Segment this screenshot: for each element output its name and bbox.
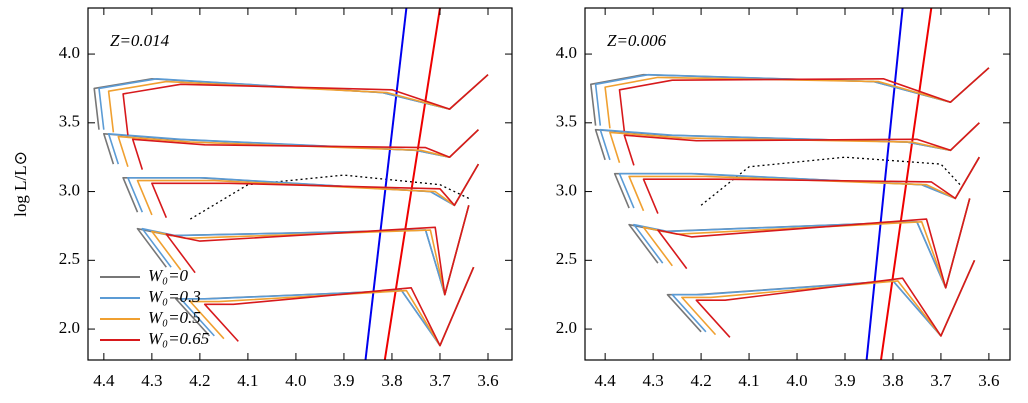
- track-line: [604, 67, 990, 337]
- x-tick-label: 3.9: [834, 371, 855, 390]
- plot-area: [590, 8, 990, 360]
- x-tick-label: 3.7: [429, 371, 451, 390]
- y-tick-label: 3.5: [556, 112, 577, 131]
- x-tick-label: 4.3: [642, 371, 663, 390]
- annotation: Z=0.006: [607, 31, 667, 50]
- x-tick-label: 3.6: [978, 371, 999, 390]
- track-line: [594, 67, 990, 337]
- track-line: [590, 67, 990, 337]
- y-tick-label: 4.0: [556, 43, 577, 62]
- frame: [584, 7, 1011, 361]
- y-tick-label: 3.0: [556, 180, 577, 199]
- x-tick-label: 4.4: [595, 371, 617, 390]
- x-tick-label: 4.1: [738, 371, 759, 390]
- x-tick-label: 4.2: [189, 371, 210, 390]
- x-tick-label: 4.3: [141, 371, 162, 390]
- y-tick-label: 2.0: [59, 318, 80, 337]
- legend-label: W₀=0.3: [148, 287, 201, 306]
- x-tick-label: 3.7: [930, 371, 952, 390]
- x-tick-label: 4.0: [786, 371, 807, 390]
- legend-label: W₀=0: [148, 266, 189, 285]
- reference-line: [383, 8, 441, 360]
- track-line: [618, 67, 990, 338]
- x-tick-label: 3.8: [882, 371, 903, 390]
- plot-area: [93, 8, 489, 360]
- legend-label: W₀=0.65: [148, 329, 209, 348]
- x-tick-label: 4.1: [237, 371, 258, 390]
- x-tick-label: 3.6: [477, 371, 498, 390]
- annotation: Z=0.014: [110, 31, 170, 50]
- x-tick-label: 4.2: [690, 371, 711, 390]
- y-tick-label: 2.0: [556, 318, 577, 337]
- x-tick-label: 4.4: [93, 371, 115, 390]
- track-line: [122, 74, 489, 347]
- y-axis-label: log L/L⊙: [11, 151, 30, 217]
- x-tick-label: 4.0: [285, 371, 306, 390]
- x-tick-label: 3.8: [381, 371, 402, 390]
- frame: [87, 7, 513, 361]
- y-tick-label: 2.5: [59, 249, 80, 268]
- y-tick-label: 2.5: [556, 249, 577, 268]
- y-tick-label: 4.0: [59, 43, 80, 62]
- y-tick-label: 3.0: [59, 180, 80, 199]
- reference-line: [189, 174, 470, 220]
- x-tick-label: 3.9: [333, 371, 354, 390]
- legend-label: W₀=0.5: [148, 308, 201, 327]
- y-tick-label: 3.5: [59, 112, 80, 131]
- reference-line: [865, 8, 904, 360]
- reference-line: [364, 8, 408, 360]
- track-line: [98, 74, 489, 347]
